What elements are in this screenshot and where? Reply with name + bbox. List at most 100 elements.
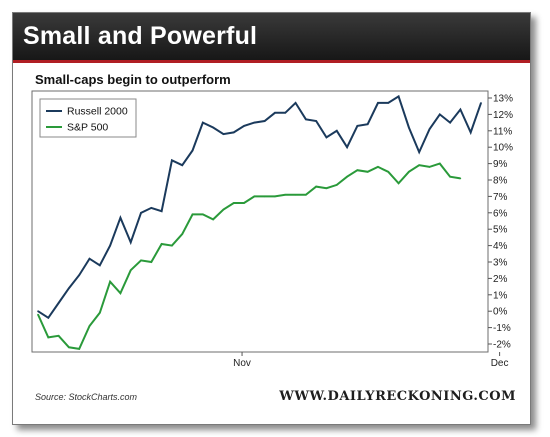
- data-point: [37, 310, 39, 313]
- legend-box: [39, 98, 137, 138]
- y-tick-label: 0%: [493, 307, 508, 318]
- data-point: [171, 244, 173, 247]
- y-tick-label: 7%: [493, 192, 508, 203]
- chart-title: Small-caps begin to outperform: [35, 72, 231, 87]
- x-tick-label: Nov: [233, 358, 251, 369]
- data-point: [68, 287, 70, 290]
- data-point: [428, 128, 431, 130]
- data-point: [366, 171, 369, 173]
- data-point: [274, 195, 276, 198]
- data-point: [78, 274, 81, 276]
- data-point: [150, 207, 153, 209]
- data-point: [263, 195, 266, 198]
- data-point: [294, 194, 297, 196]
- series-line-russell-2000: [37, 94, 482, 320]
- y-tick-label: 12%: [493, 110, 513, 121]
- data-point: [222, 208, 225, 211]
- y-tick-label: 3%: [493, 258, 508, 269]
- data-point: [109, 280, 111, 283]
- data-point: [109, 244, 111, 247]
- y-tick-label: -1%: [493, 323, 511, 334]
- data-point: [274, 112, 276, 114]
- data-point: [387, 171, 390, 173]
- y-tick-label: 5%: [493, 225, 508, 236]
- y-tick-label: 1%: [493, 290, 508, 301]
- data-point: [129, 269, 132, 272]
- data-point: [212, 126, 214, 129]
- data-point: [397, 95, 400, 98]
- y-tick-label: 6%: [493, 208, 508, 219]
- data-point: [480, 102, 482, 104]
- data-point: [232, 202, 235, 204]
- data-point: [335, 130, 338, 132]
- data-point: [294, 102, 297, 104]
- data-point: [243, 202, 245, 204]
- data-point: [68, 346, 70, 349]
- data-point: [129, 241, 132, 244]
- data-point: [140, 259, 142, 262]
- data-point: [181, 164, 184, 166]
- brand-url: WWW.DAILYRECKONING.COM: [279, 389, 516, 404]
- data-point: [366, 123, 369, 125]
- data-point: [428, 166, 431, 168]
- data-point: [418, 164, 420, 166]
- data-point: [469, 131, 472, 134]
- data-point: [397, 182, 400, 185]
- data-point: [263, 120, 266, 122]
- source-note: Source: StockCharts.com: [35, 392, 138, 402]
- data-point: [78, 348, 81, 350]
- data-point: [377, 102, 379, 104]
- data-point: [356, 125, 359, 127]
- data-point: [335, 184, 338, 186]
- data-point: [449, 121, 451, 124]
- y-tick-label: 4%: [493, 241, 508, 252]
- data-point: [212, 218, 214, 221]
- data-point: [191, 149, 194, 152]
- data-point: [346, 175, 348, 178]
- data-point: [305, 194, 307, 196]
- series-line-sp500: [37, 162, 461, 351]
- data-point: [202, 121, 204, 124]
- data-point: [57, 335, 60, 337]
- data-point: [243, 125, 245, 127]
- data-point: [305, 118, 307, 121]
- data-point: [160, 210, 163, 212]
- data-point: [346, 146, 348, 148]
- data-point: [171, 159, 173, 162]
- data-point: [438, 162, 441, 165]
- data-point: [119, 292, 122, 295]
- y-tick-label: 10%: [493, 143, 513, 154]
- y-tick-label: 11%: [493, 126, 512, 137]
- data-point: [191, 213, 194, 216]
- data-point: [284, 112, 287, 114]
- data-point: [160, 243, 163, 245]
- data-point: [284, 194, 287, 196]
- data-point: [47, 317, 50, 319]
- data-point: [315, 185, 317, 188]
- data-point: [37, 313, 39, 316]
- data-point: [99, 264, 101, 267]
- data-point: [99, 312, 101, 314]
- data-point: [315, 120, 317, 122]
- legend-label: Russell 2000: [67, 106, 128, 118]
- banner-title: Small and Powerful: [23, 22, 258, 50]
- y-tick-label: 13%: [493, 94, 513, 105]
- data-point: [408, 171, 410, 173]
- data-point: [253, 195, 256, 198]
- data-point: [88, 325, 91, 327]
- data-point: [47, 336, 50, 339]
- data-point: [449, 175, 451, 178]
- y-tick-label: 9%: [493, 159, 508, 170]
- data-point: [181, 233, 184, 235]
- data-point: [119, 216, 122, 219]
- data-point: [387, 102, 390, 104]
- data-point: [150, 261, 153, 263]
- data-point: [408, 126, 410, 129]
- data-point: [88, 257, 91, 260]
- title-banner: Small and Powerful: [13, 13, 530, 63]
- data-point: [356, 169, 359, 171]
- data-point: [418, 151, 420, 153]
- data-point: [140, 212, 142, 214]
- data-point: [325, 187, 328, 189]
